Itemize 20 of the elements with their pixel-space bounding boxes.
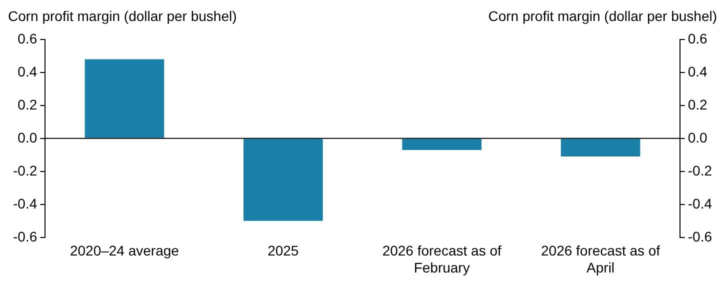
y-tick-label: 0.2 (18, 96, 38, 112)
y2-tick-label: 0.4 (688, 63, 708, 80)
y-axis-title: Corn profit margin (dollar per bushel) (8, 8, 237, 26)
y-tick-label: -0.4 (13, 195, 38, 212)
x-tick-label: 2020–24 average (70, 242, 180, 259)
y2-tick-label: -0.2 (688, 162, 712, 178)
x-tick-label: 2025 (268, 242, 299, 259)
y2-tick-label: -0.6 (688, 228, 712, 244)
y2-tick-label: 0.0 (688, 129, 708, 146)
x-tick-label: 2026 forecast as of April (540, 242, 660, 276)
y2-tick-label: 0.2 (688, 96, 708, 112)
y-tick-label: 0.0 (18, 129, 38, 146)
x-tick-label: 2026 forecast as of February (382, 242, 502, 276)
y2-axis-title: Corn profit margin (dollar per bushel) (488, 8, 717, 26)
y-tick-label: 0.6 (18, 30, 38, 46)
y-tick-label: -0.2 (13, 162, 38, 178)
y2-tick-label: 0.6 (688, 30, 708, 46)
y2-tick-label: -0.4 (688, 195, 712, 212)
y-tick-label: 0.4 (18, 63, 38, 80)
y-tick-label: -0.6 (13, 228, 38, 244)
